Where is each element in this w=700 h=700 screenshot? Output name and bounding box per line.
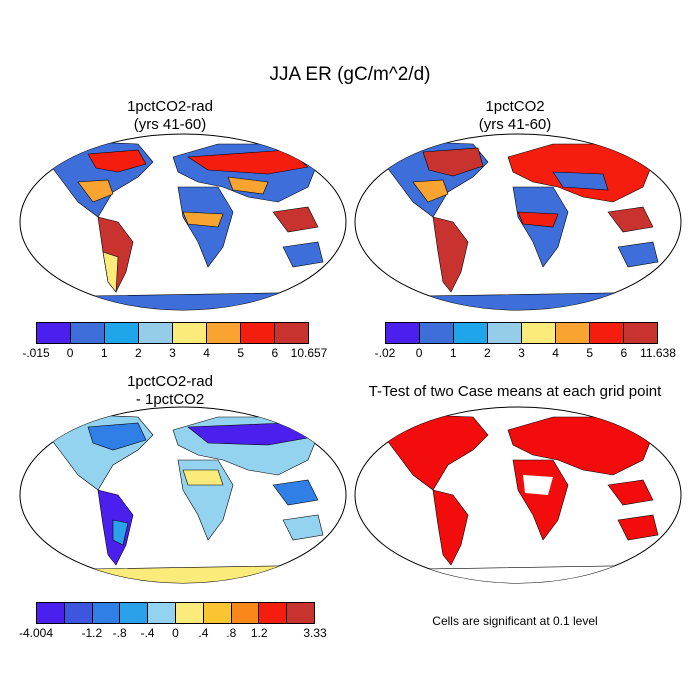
colorbar-swatch (420, 323, 454, 343)
colorbar-tick-label: -4.004 (18, 626, 54, 640)
colorbar-tick-label: 11.638 (640, 346, 676, 360)
colorbar-panel-3 (36, 602, 315, 624)
colorbar-swatch (148, 603, 176, 623)
colorbar-tick-label: 5 (586, 346, 594, 360)
panel-2-title-line1: 1pctCO2 (485, 98, 545, 115)
colorbar-swatch (120, 603, 149, 623)
colorbar-swatch (139, 323, 173, 343)
colorbar-tick-label: 1 (100, 346, 108, 360)
colorbar-swatch (259, 603, 288, 623)
colorbar-tick-label: -.02 (374, 346, 396, 360)
panel-4-title: T-Test of two Case means at each grid po… (368, 383, 662, 400)
colorbar-swatch (175, 603, 204, 623)
colorbar-tick-label: 0 (172, 626, 179, 640)
colorbar-swatch (287, 603, 314, 623)
panel-3-title-line2: - 1pctCO2 (135, 391, 205, 408)
colorbar-tick-label: -.4 (140, 626, 155, 640)
map-panel-ttest (354, 406, 682, 584)
colorbar-swatch (37, 603, 65, 623)
colorbar-swatch (92, 603, 121, 623)
colorbar-tick-label: 3 (518, 346, 525, 360)
colorbar-panel-2 (385, 322, 658, 344)
colorbar-swatch (624, 323, 657, 343)
colorbar-tick-label: .4 (198, 626, 209, 640)
colorbar-swatch (488, 323, 522, 343)
colorbar-tick-label: 6 (271, 346, 279, 360)
colorbar-tick-label: 4 (203, 346, 210, 360)
colorbar-tick-label: 1.2 (250, 626, 268, 640)
colorbar-tick-label: -.015 (22, 346, 50, 360)
colorbar-tick-label: 2 (484, 346, 491, 360)
colorbar-tick-label: 3.33 (303, 626, 327, 640)
colorbar-swatch (454, 323, 488, 343)
colorbar-tick-label: 5 (237, 346, 245, 360)
colorbar-swatch (386, 323, 420, 343)
panel-1-title: 1pctCO2-rad (yrs 41-60) (20, 98, 320, 134)
map-panel-difference (19, 406, 347, 584)
panel-2-title-line2: (yrs 41-60) (478, 116, 552, 133)
significance-note: Cells are significant at 0.1 level (432, 614, 598, 628)
colorbar-tick-label: 10.657 (290, 346, 328, 360)
colorbar-swatch (105, 323, 139, 343)
colorbar-swatch (522, 323, 556, 343)
panel-3-title-line1: 1pctCO2-rad (127, 373, 213, 390)
panel-1-title-line1: 1pctCO2-rad (127, 98, 213, 115)
colorbar-tick-label: 2 (135, 346, 142, 360)
colorbar-swatch (231, 603, 260, 623)
colorbar-swatch (37, 323, 71, 343)
colorbar-tick-label: 0 (66, 346, 74, 360)
colorbar-tick-label: 1 (449, 346, 457, 360)
colorbar-swatch (173, 323, 207, 343)
colorbar-swatch (275, 323, 308, 343)
map-panel-1rad (19, 133, 347, 311)
colorbar-swatch (556, 323, 590, 343)
colorbar-tick-label: 6 (620, 346, 628, 360)
map-panel-1pctco2 (354, 133, 682, 311)
panel-3-title: 1pctCO2-rad - 1pctCO2 (20, 373, 320, 409)
colorbar-tick-label: .8 (226, 626, 237, 640)
page-title: JJA ER (gC/m^2/d) (269, 64, 431, 85)
panel-1-title-line2: (yrs 41-60) (133, 116, 207, 133)
colorbar-tick-label: -.8 (112, 626, 127, 640)
colorbar-swatch (207, 323, 241, 343)
colorbar-tick-label: 4 (552, 346, 559, 360)
colorbar-swatch (64, 603, 93, 623)
colorbar-swatch (71, 323, 105, 343)
colorbar-swatch (590, 323, 624, 343)
colorbar-panel-1 (36, 322, 309, 344)
panel-2-title: 1pctCO2 (yrs 41-60) (365, 98, 665, 134)
colorbar-tick-label: 3 (169, 346, 176, 360)
colorbar-tick-label: 0 (415, 346, 423, 360)
colorbar-tick-label: -1.2 (81, 626, 103, 640)
colorbar-swatch (241, 323, 275, 343)
colorbar-swatch (203, 603, 232, 623)
